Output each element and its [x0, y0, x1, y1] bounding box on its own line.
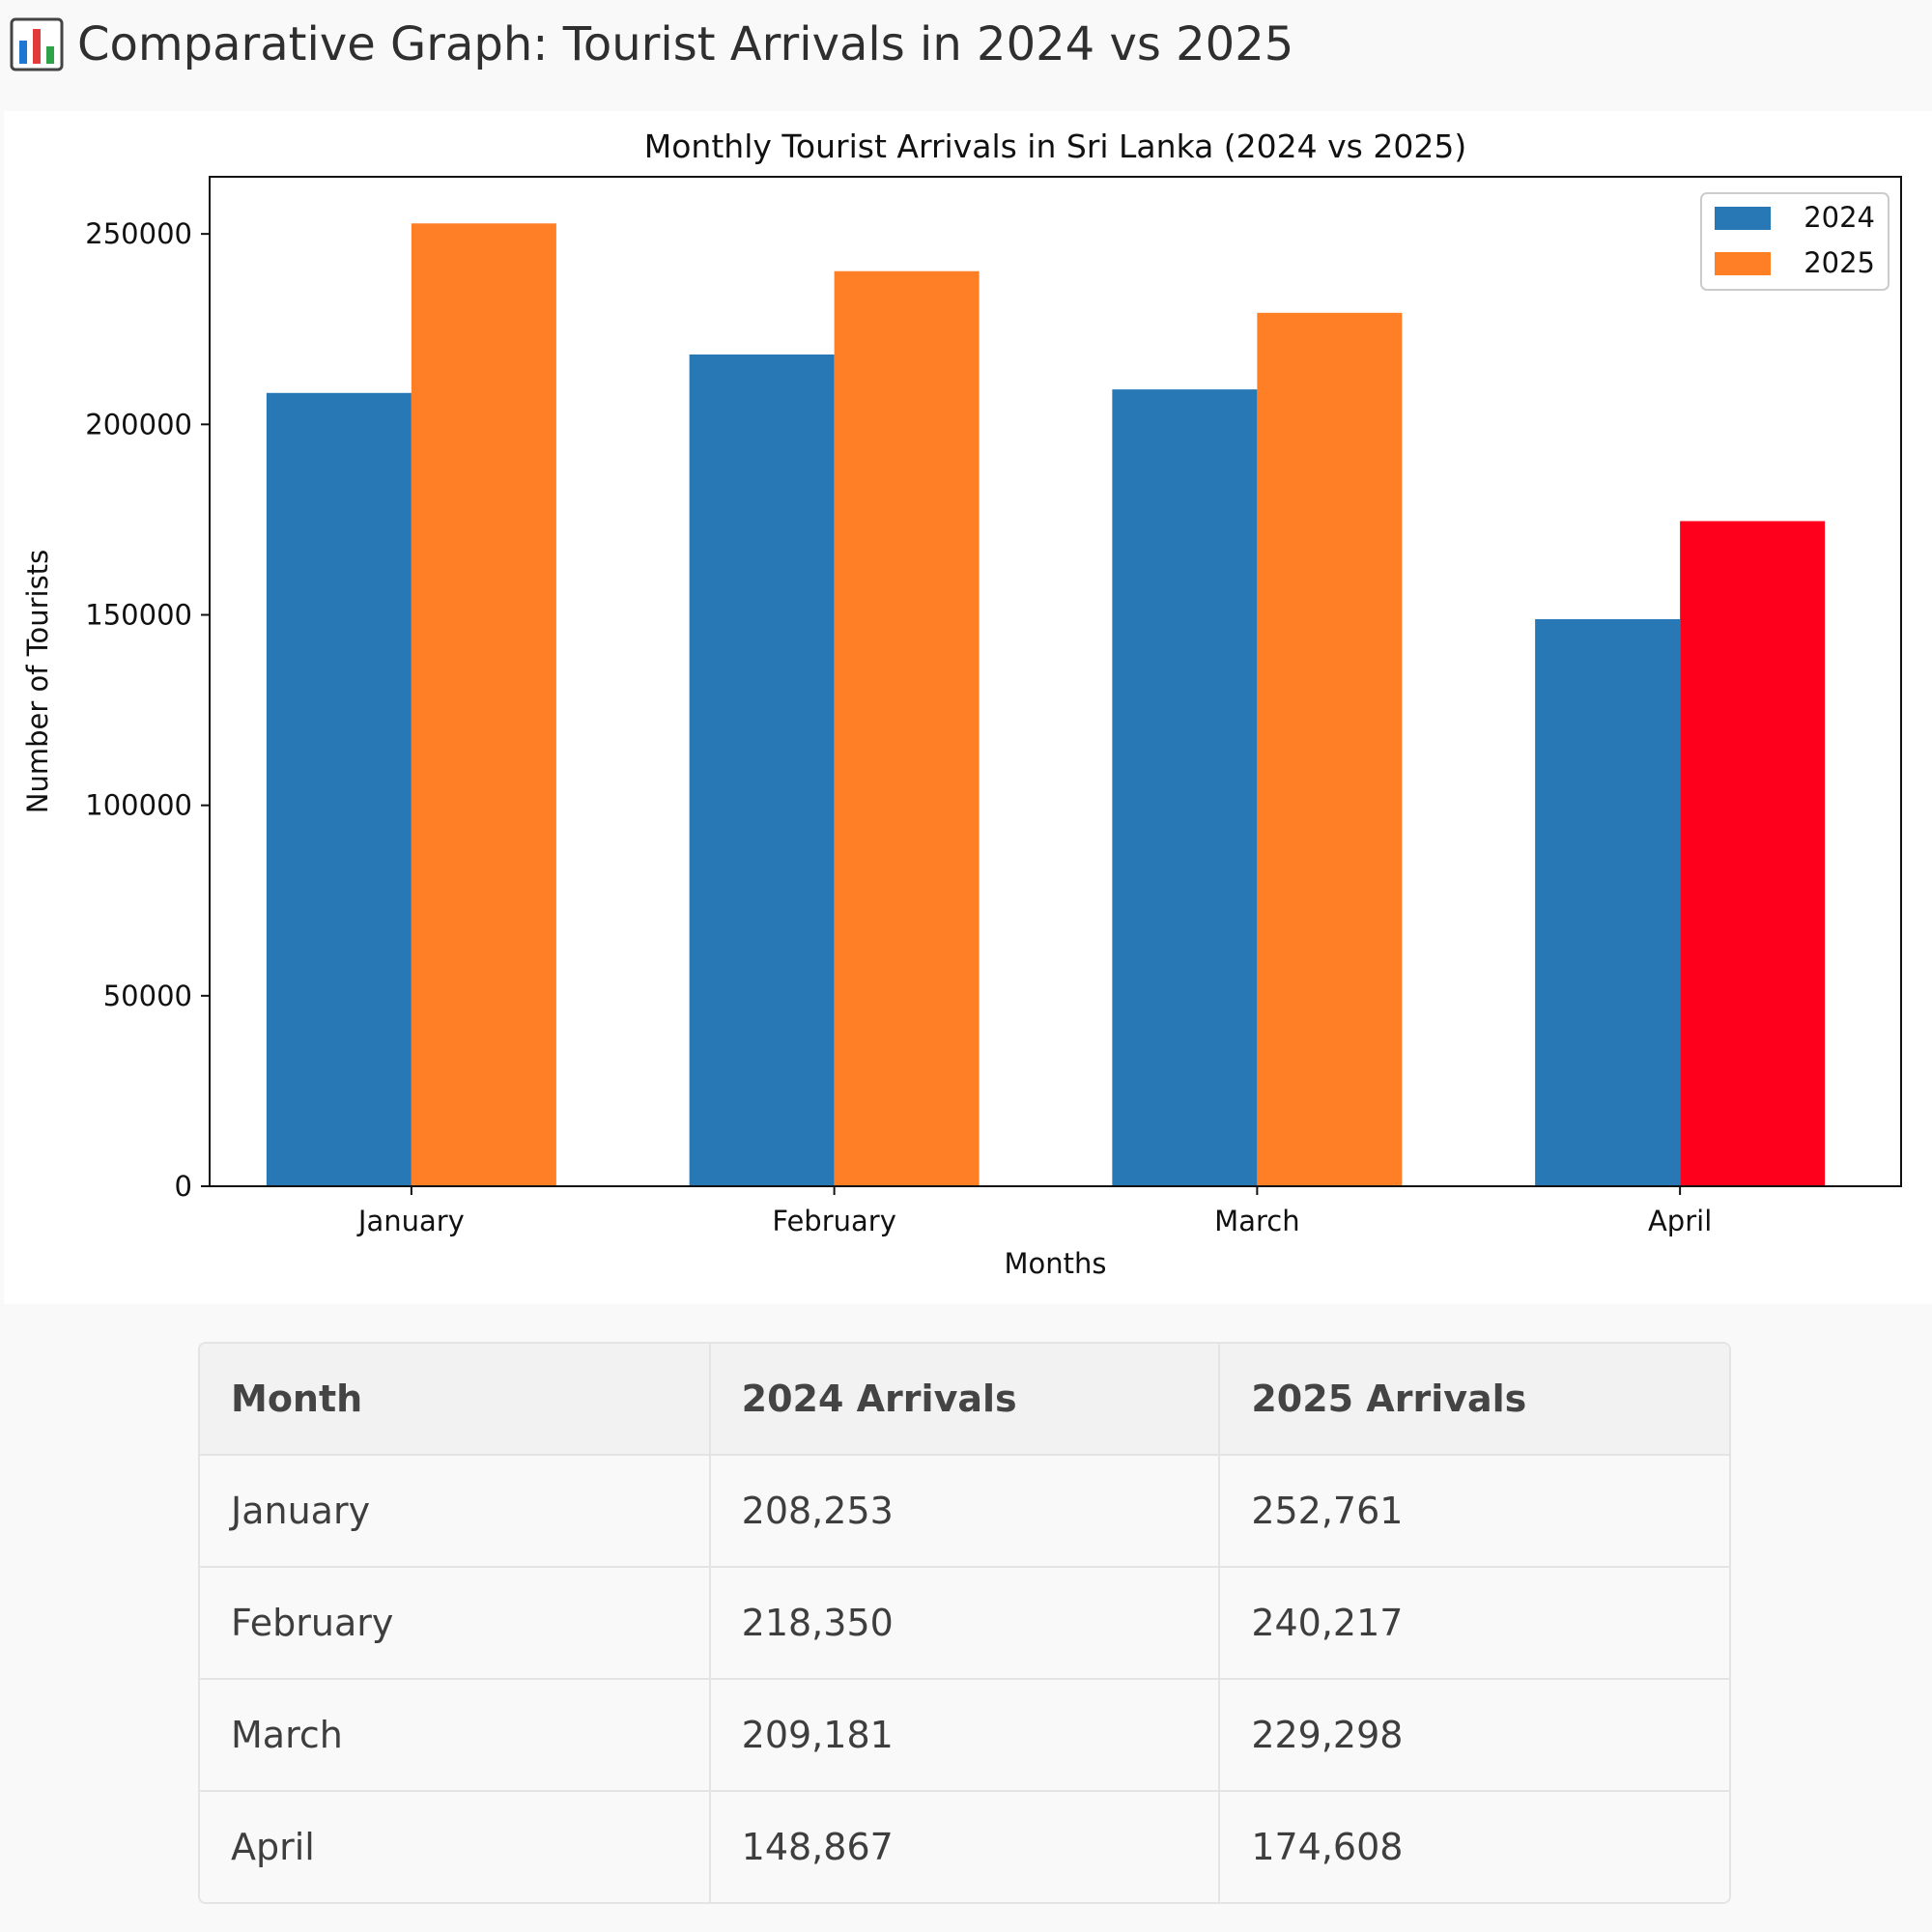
bar-2025-february: [834, 270, 980, 1186]
y-tick-label: 200000: [85, 408, 192, 440]
y-axis-label: Number of Tourists: [21, 550, 54, 813]
table-cell: January: [200, 1455, 711, 1568]
bar-2025-april: [1680, 521, 1826, 1186]
bar-chart-icon: [10, 17, 64, 71]
legend-swatch-2025: [1715, 252, 1771, 275]
bar-2024-february: [689, 354, 835, 1186]
column-header: 2025 Arrivals: [1219, 1344, 1729, 1456]
table-cell: 229,298: [1219, 1679, 1729, 1792]
y-tick-label: 50000: [103, 980, 192, 1012]
table-cell: 240,217: [1219, 1567, 1729, 1680]
legend-label-2025: 2025: [1804, 246, 1875, 279]
arrivals-table: Month 2024 Arrivals 2025 Arrivals Januar…: [198, 1342, 1731, 1904]
table-row: February 218,350 240,217: [200, 1567, 1729, 1680]
bar-2024-january: [266, 392, 412, 1187]
chart-panel: Monthly Tourist Arrivals in Sri Lanka (2…: [4, 111, 1932, 1304]
table-header-row: Month 2024 Arrivals 2025 Arrivals: [200, 1344, 1729, 1456]
table-cell: 148,867: [709, 1791, 1221, 1902]
table-row: April 148,867 174,608: [200, 1791, 1729, 1902]
table-cell: 174,608: [1219, 1791, 1729, 1902]
x-tick-label: March: [1214, 1205, 1299, 1237]
y-tick-label: 100000: [85, 789, 192, 822]
bar-2025-march: [1257, 312, 1403, 1186]
y-tick-label: 0: [175, 1170, 192, 1203]
bar-2025-january: [411, 223, 556, 1186]
x-tick-label: February: [772, 1205, 896, 1237]
legend-label-2024: 2024: [1804, 201, 1875, 234]
table-cell: 208,253: [709, 1455, 1221, 1568]
table-cell: March: [200, 1679, 711, 1792]
x-axis-label: Months: [1004, 1247, 1106, 1280]
table-cell: February: [200, 1567, 711, 1680]
page-title: Comparative Graph: Tourist Arrivals in 2…: [77, 17, 1294, 71]
bar-chart: Monthly Tourist Arrivals in Sri Lanka (2…: [21, 128, 1902, 1280]
legend-swatch-2024: [1715, 207, 1771, 230]
page-heading: Comparative Graph: Tourist Arrivals in 2…: [10, 10, 1293, 79]
table-cell: 252,761: [1219, 1455, 1729, 1568]
table-cell: 209,181: [709, 1679, 1221, 1792]
y-tick-label: 250000: [85, 217, 192, 250]
x-tick-label: April: [1648, 1205, 1712, 1237]
plot-frame: [209, 176, 1902, 1187]
table-cell: April: [200, 1791, 711, 1902]
bar-2024-march: [1112, 389, 1258, 1186]
x-tick-label: January: [356, 1205, 465, 1237]
bar-2024-april: [1535, 618, 1681, 1186]
table-row: March 209,181 229,298: [200, 1679, 1729, 1792]
table-row: January 208,253 252,761: [200, 1455, 1729, 1568]
chart-title: Monthly Tourist Arrivals in Sri Lanka (2…: [644, 128, 1466, 165]
column-header: 2024 Arrivals: [709, 1344, 1221, 1456]
y-tick-label: 150000: [85, 598, 192, 631]
column-header: Month: [200, 1344, 711, 1456]
table-cell: 218,350: [709, 1567, 1221, 1680]
